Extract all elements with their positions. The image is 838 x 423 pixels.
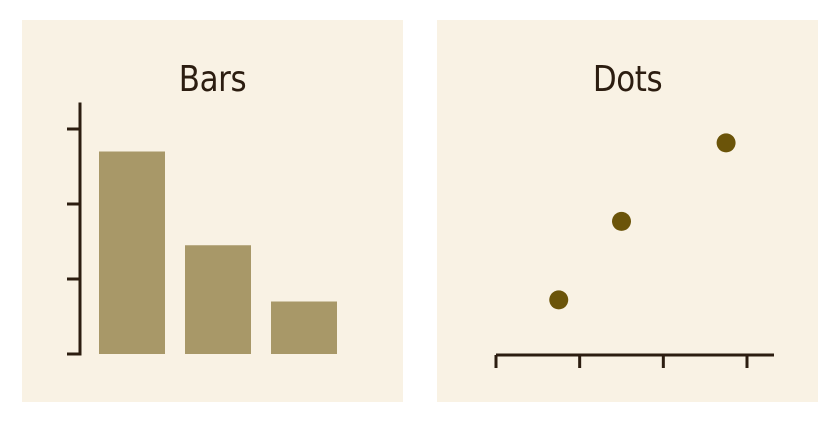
dot-2 xyxy=(612,211,631,231)
bar-2 xyxy=(185,245,251,354)
bar-chart-title: Bars xyxy=(178,59,247,100)
bar-1 xyxy=(99,151,165,354)
dot-chart-title: Dots xyxy=(592,59,663,100)
bar-chart xyxy=(67,102,337,356)
dot-chart xyxy=(494,133,774,368)
dot-1 xyxy=(549,290,569,310)
dot-3 xyxy=(716,133,736,153)
bar-chart-panel: Bars xyxy=(22,20,403,402)
dot-chart-panel: Dots xyxy=(437,20,818,402)
bar-3 xyxy=(271,301,337,354)
